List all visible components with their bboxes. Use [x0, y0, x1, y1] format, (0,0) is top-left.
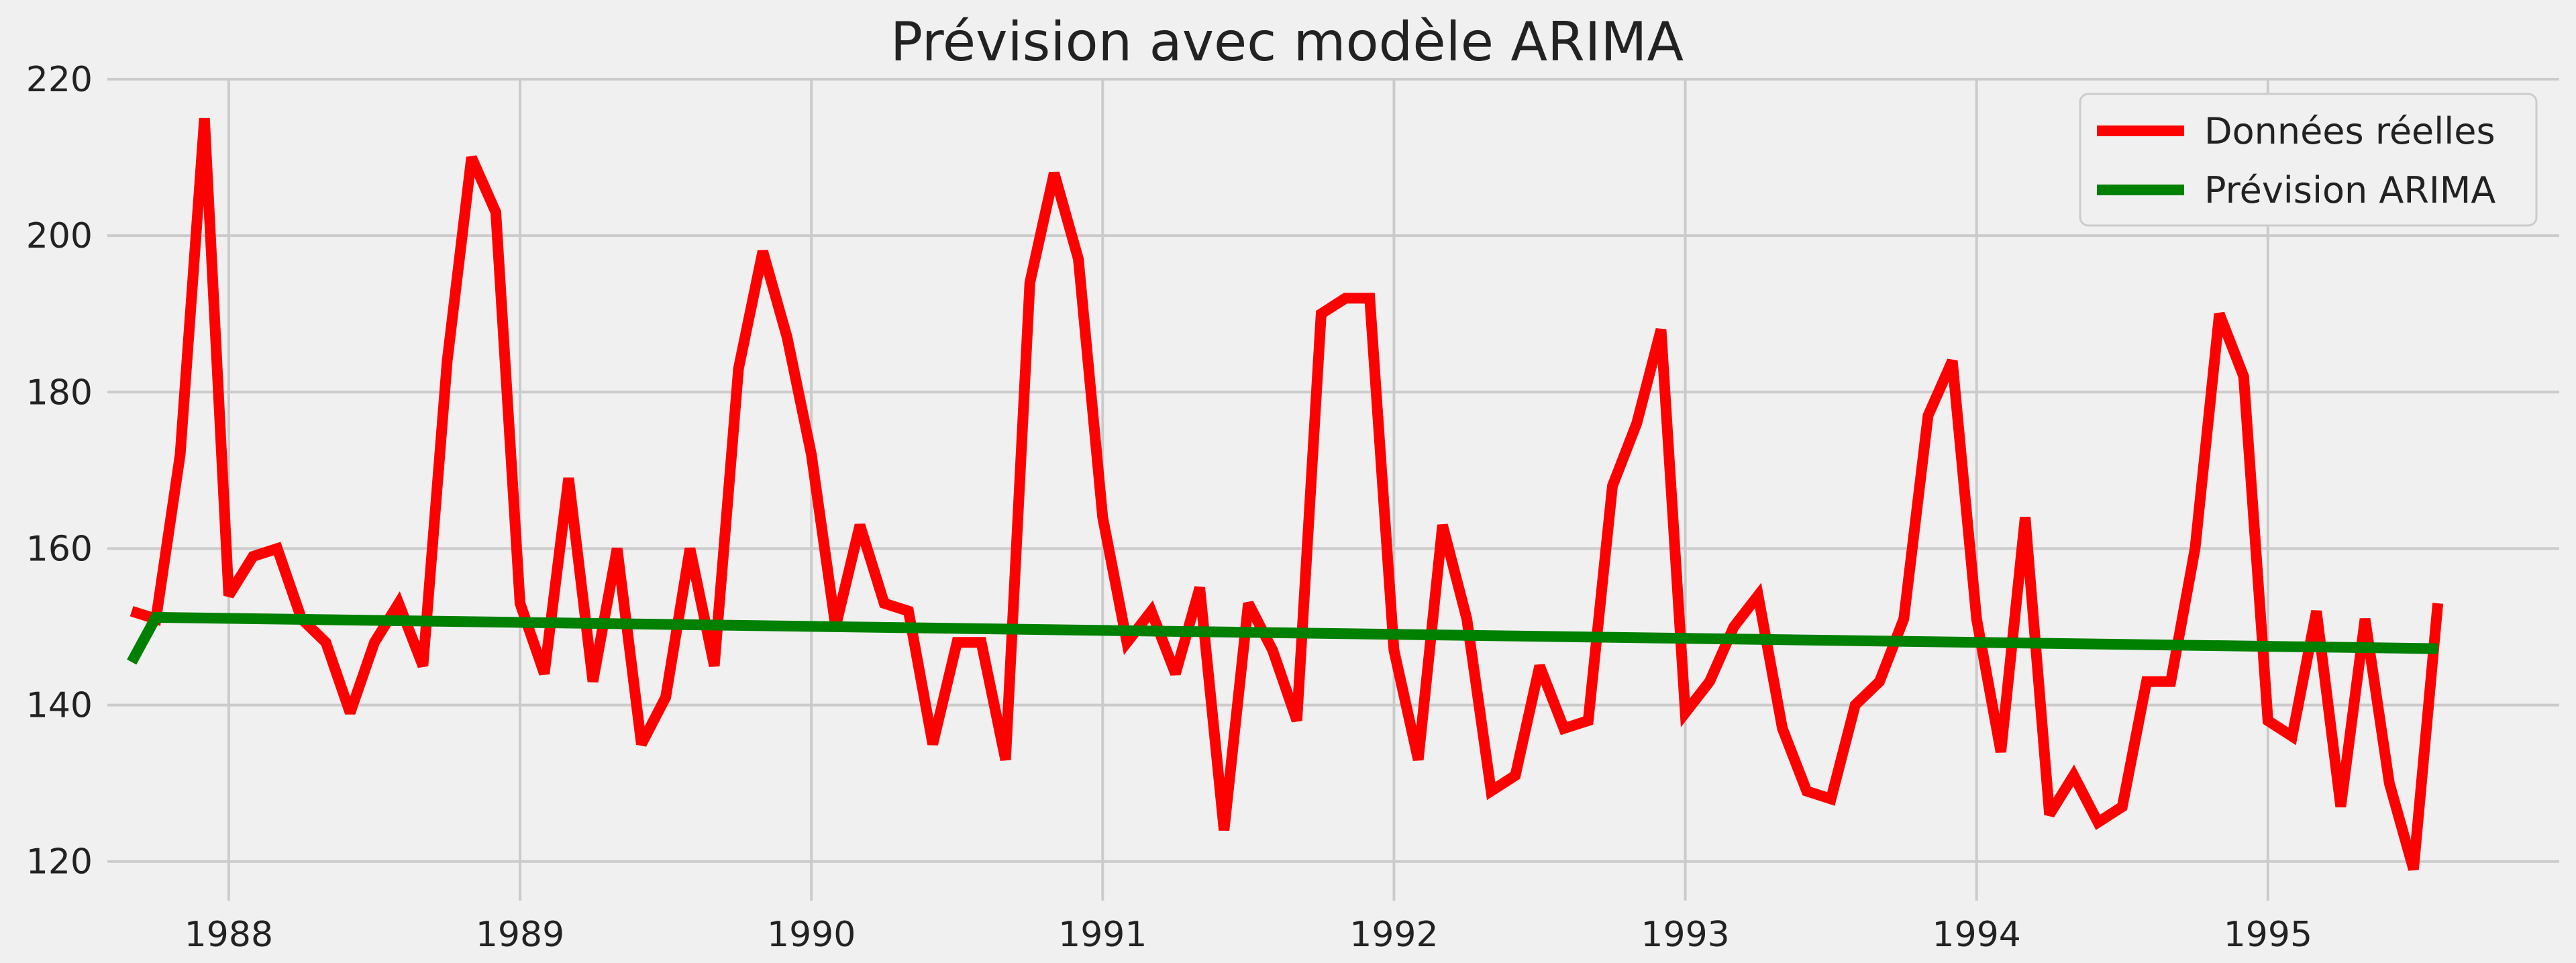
- legend: Données réelles Prévision ARIMA: [2079, 93, 2538, 227]
- x-tick-label-1991: 1991: [1058, 915, 1147, 955]
- legend-label-prevision-arima: Prévision ARIMA: [2204, 169, 2495, 211]
- x-tick-label-1989: 1989: [476, 915, 564, 955]
- y-tick-label-120: 120: [26, 842, 93, 882]
- y-tick-label-200: 200: [26, 216, 93, 256]
- series-lines: [127, 117, 2444, 871]
- x-tick-label-1993: 1993: [1641, 915, 1729, 955]
- legend-label-donnees-reelles: Données réelles: [2204, 110, 2495, 152]
- x-tick-label-1988: 1988: [185, 915, 273, 955]
- series-line-donnees-reelles: [130, 117, 2444, 871]
- y-axis-ticks: 120 140 160 180 200 220: [26, 60, 93, 882]
- chart-title: Prévision avec modèle ARIMA: [890, 11, 1684, 73]
- y-tick-label-180: 180: [26, 372, 93, 413]
- x-tick-label-1992: 1992: [1349, 915, 1438, 955]
- series-line-prevision-arima: [127, 611, 2438, 665]
- legend-box: [2079, 93, 2538, 227]
- x-tick-label-1995: 1995: [2224, 915, 2312, 955]
- y-tick-label-160: 160: [26, 529, 93, 569]
- x-tick-label-1994: 1994: [1933, 915, 2021, 955]
- x-axis-ticks: 1988 1989 1990 1991 1992 1993 1994 1995: [185, 915, 2312, 955]
- x-tick-label-1990: 1990: [767, 915, 856, 955]
- y-tick-label-140: 140: [26, 686, 93, 726]
- y-tick-label-220: 220: [26, 60, 93, 100]
